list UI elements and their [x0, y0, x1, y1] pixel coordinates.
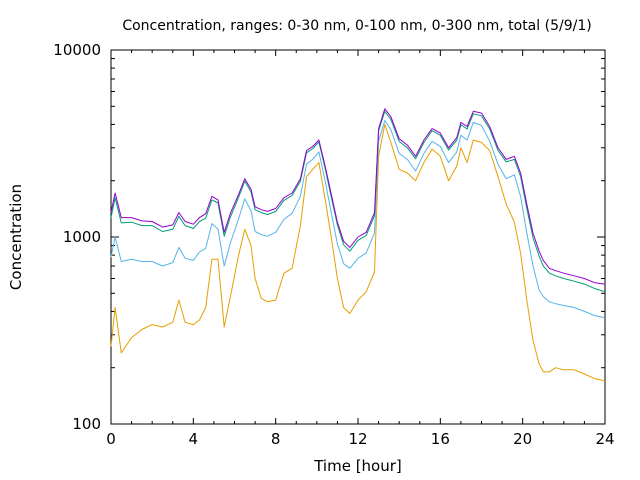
x-tick-label: 24	[595, 430, 614, 448]
series-line-1	[110, 108, 606, 285]
y-axis-label: Concentration	[7, 184, 25, 290]
series-line-4	[110, 123, 606, 382]
y-tick-label: 1000	[63, 228, 101, 246]
axis-ticks: 0 4 8 12 16 20 24 100 1000 10000	[53, 41, 614, 448]
x-tick-label: 16	[431, 430, 450, 448]
x-tick-label: 20	[513, 430, 532, 448]
series-line-3	[110, 120, 606, 319]
series-group	[110, 108, 606, 382]
x-axis-label: Time [hour]	[313, 457, 402, 475]
x-tick-label: 0	[106, 430, 116, 448]
chart-title: Concentration, ranges: 0-30 nm, 0-100 nm…	[122, 18, 591, 34]
series-line-2	[110, 110, 606, 293]
y-tick-label: 100	[72, 415, 101, 433]
x-tick-label: 4	[189, 430, 199, 448]
y-tick-label: 10000	[53, 41, 101, 59]
x-tick-label: 12	[348, 430, 367, 448]
x-tick-label: 8	[271, 430, 281, 448]
